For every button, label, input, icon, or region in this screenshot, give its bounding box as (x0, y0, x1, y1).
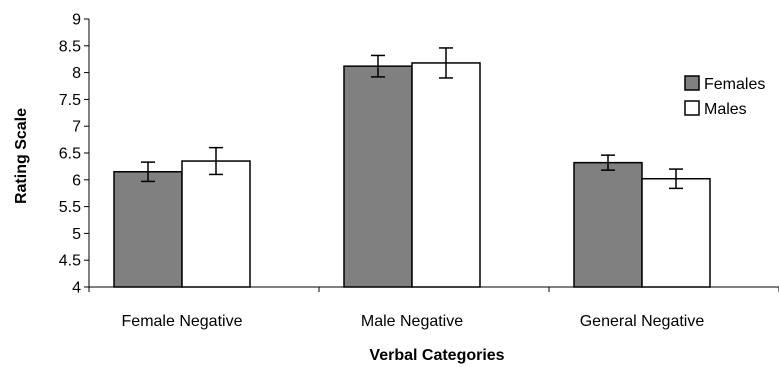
y-tick-label: 5.5 (59, 199, 81, 216)
bar-males-1 (181, 160, 251, 288)
legend-label-females: Females (704, 76, 765, 93)
y-tick-label: 7.5 (59, 92, 81, 109)
x-tick-label: Male Negative (361, 313, 463, 330)
x-axis: Female Negative Male Negative General Nega… (88, 286, 779, 330)
bar-females-1 (113, 171, 183, 288)
y-tick-label: 8.5 (59, 38, 81, 55)
bar-females-2 (343, 65, 413, 288)
legend-swatch-females (684, 75, 700, 91)
legend-swatch-males (684, 100, 700, 116)
y-tick-label: 6.5 (59, 146, 81, 163)
y-tick-label: 8 (72, 65, 81, 82)
bar-females-3 (573, 161, 643, 288)
x-axis-title: Verbal Categories (369, 347, 504, 364)
y-tick-label: 9 (72, 12, 81, 29)
legend: Females Males (684, 75, 765, 118)
y-tick-label: 6 (72, 172, 81, 189)
bars (113, 62, 711, 288)
legend-label-males: Males (704, 101, 747, 118)
y-tick-label: 5 (72, 226, 81, 243)
x-tick-label: Female Negative (122, 313, 243, 330)
y-tick-label: 4.5 (59, 253, 81, 270)
y-tick-label: 7 (72, 119, 81, 136)
bar-males-2 (411, 62, 481, 288)
y-axis-title: Rating Scale (13, 108, 30, 204)
error-bars (141, 47, 683, 190)
x-tick-label: General Negative (580, 313, 705, 330)
y-axis: 4 4.5 5 5.5 6 6.5 7 7.5 8 8.5 9 (59, 12, 90, 297)
y-tick-label: 4 (72, 280, 81, 297)
bar-males-3 (641, 177, 711, 288)
